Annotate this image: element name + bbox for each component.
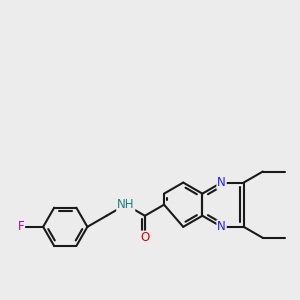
Text: N: N bbox=[217, 176, 226, 189]
Text: N: N bbox=[217, 220, 226, 233]
Text: F: F bbox=[18, 220, 24, 233]
Text: O: O bbox=[140, 231, 149, 244]
Text: NH: NH bbox=[117, 198, 134, 211]
